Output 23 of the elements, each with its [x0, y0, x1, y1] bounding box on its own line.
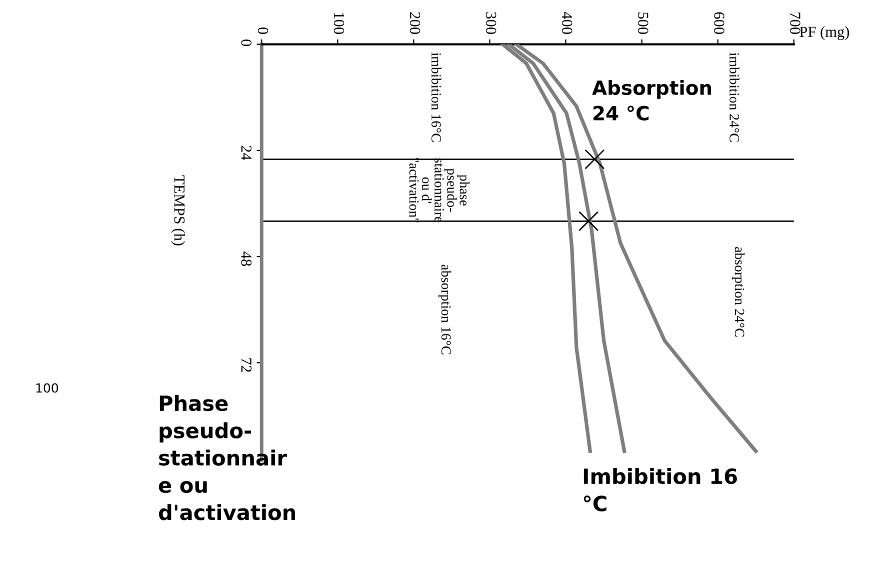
annotation: imbibition 16°C — [432, 52, 442, 142]
y-axis-title: TEMPS (h) — [171, 175, 186, 246]
x-tick-label: 100 — [334, 12, 344, 34]
x-tick-label: 300 — [486, 12, 496, 34]
x-tick-label: 400 — [562, 12, 572, 34]
annotation: phase pseudo- stationnaire ou d' "activation" — [409, 158, 470, 222]
text: 100 — [36, 383, 58, 393]
x-tick-label: 500 — [638, 12, 648, 34]
x-tick-label: 0 — [258, 27, 268, 34]
y-tick-label: 72 — [241, 358, 252, 372]
annotation: absorption 16°C — [438, 264, 452, 354]
x-axis-title: PF (mg) — [800, 26, 850, 40]
x-tick-label: 200 — [410, 12, 420, 34]
y-tick-label: 0 — [241, 40, 252, 46]
y-tick-label: 48 — [241, 252, 252, 266]
text: Imbibition 16 °C — [584, 468, 737, 512]
x-tick-label: 700 — [790, 12, 800, 34]
x-tick-label: 600 — [714, 12, 724, 34]
y-tick-label: 24 — [241, 146, 252, 160]
annotation: absorption 24°C — [732, 247, 745, 337]
annotation: Phase pseudo- stationnair e ou d'activation — [158, 395, 296, 520]
annotation: imbibition 24°C — [730, 52, 740, 142]
annotation: Absorption 24 °C — [592, 80, 712, 121]
